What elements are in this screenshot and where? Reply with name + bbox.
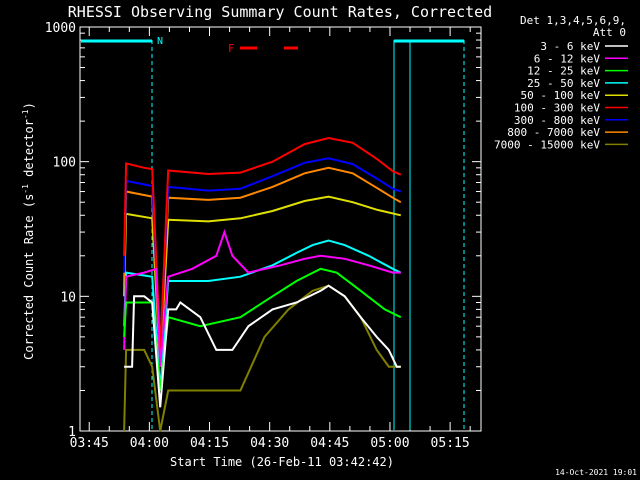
flare-marker-label: F (228, 42, 235, 55)
y-tick-label: 10 (60, 290, 76, 305)
x-tick-label: 04:15 (190, 436, 229, 451)
legend-label: 12 - 25 keV (527, 65, 600, 78)
y-tick-label: 1 (68, 425, 76, 440)
legend-label: 3 - 6 keV (540, 40, 600, 53)
legend-label: 25 - 50 keV (527, 77, 600, 90)
footer-date: 14-Oct-2021 19:01 (555, 468, 637, 477)
plot-frame (79, 26, 482, 432)
legend-header-2: Att 0 (593, 26, 626, 39)
chart-title: RHESSI Observing Summary Count Rates, Co… (68, 3, 492, 21)
series-line (124, 284, 401, 408)
night-marker-label: N (157, 36, 163, 47)
y-axis-label: Corrected Count Rate (s-1 detector-1) (21, 102, 36, 360)
series-line (123, 136, 402, 350)
x-axis-label: Start Time (26-Feb-11 03:42:42) (170, 455, 394, 469)
x-tick-label: 04:30 (250, 436, 289, 451)
legend-label: 7000 - 15000 keV (494, 138, 600, 151)
x-tick-label: 05:00 (370, 436, 409, 451)
series-lines (123, 136, 402, 432)
y-tick-label: 100 (53, 156, 76, 171)
series-line (123, 228, 401, 367)
x-tick-label: 05:15 (431, 436, 470, 451)
legend-header-1: Det 1,3,4,5,6,9, (520, 14, 626, 27)
x-tick-labels: 03:45 04:00 04:15 04:30 04:45 05:00 05:15 (70, 436, 470, 451)
x-tick-label: 03:45 (70, 436, 109, 451)
legend-label: 300 - 800 keV (514, 114, 600, 127)
legend-label: 50 - 100 keV (521, 89, 601, 102)
axis-ticks (80, 27, 481, 432)
x-tick-label: 04:00 (130, 436, 169, 451)
y-tick-label: 1000 (45, 21, 76, 36)
legend-label: 6 - 12 keV (534, 52, 601, 65)
series-line (123, 239, 402, 391)
series-line (123, 195, 402, 367)
x-tick-label: 04:45 (310, 436, 349, 451)
y-tick-labels: 1 10 100 1000 (45, 21, 76, 440)
legend-label: 800 - 7000 keV (507, 126, 600, 139)
legend-label: 100 - 300 keV (514, 102, 600, 115)
series-line (123, 284, 401, 432)
